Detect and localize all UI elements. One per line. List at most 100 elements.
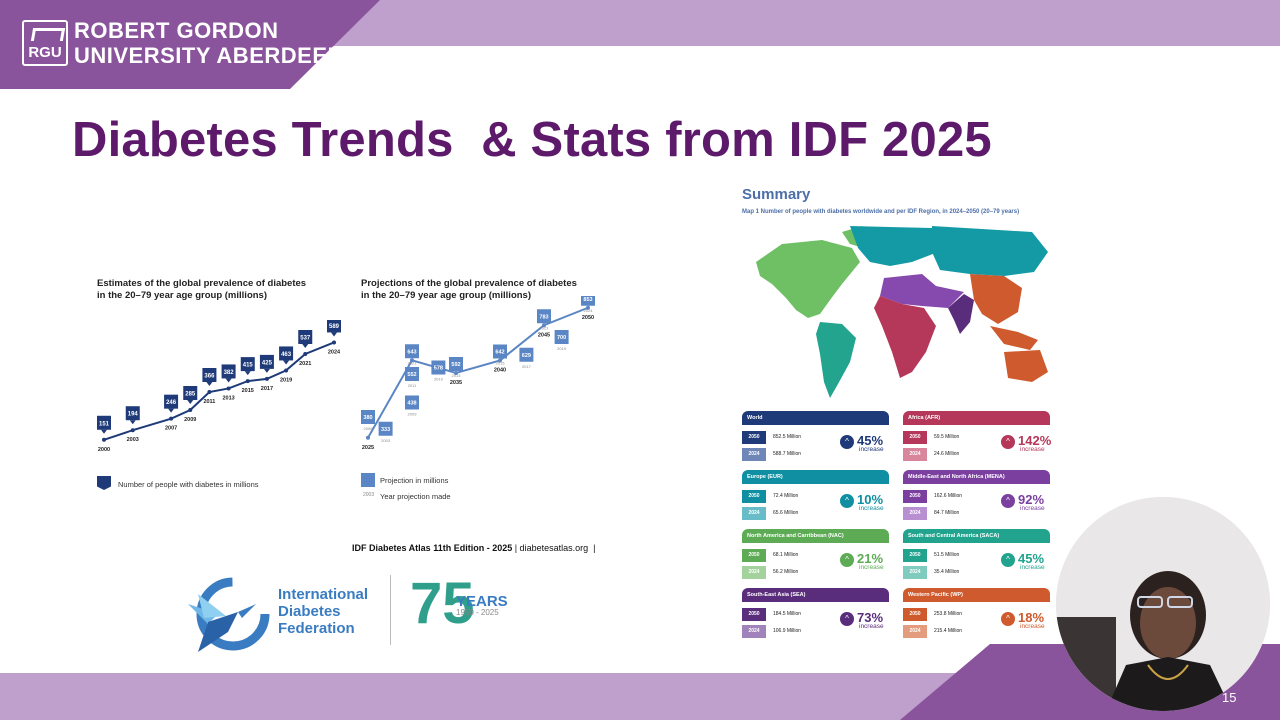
region-row-2050: 2050 68.1 Million xyxy=(742,549,798,562)
chart1-year-label: 2013 xyxy=(222,395,234,401)
university-name-line2: UNIVERSITY ABERDEEN xyxy=(74,43,344,68)
chart1-value-marker xyxy=(97,415,111,430)
chart1-year-label: 2021 xyxy=(299,361,311,367)
region-value: 588.7 Million xyxy=(773,451,802,457)
region-increase-label: increase xyxy=(859,505,884,512)
chart1-value-marker xyxy=(164,394,179,409)
rgu-logo-icon: RGU xyxy=(22,20,68,66)
region-row-2024: 2024 65.6 Million xyxy=(742,507,798,520)
presenter-silhouette-icon xyxy=(1056,497,1270,711)
chart1-value-label: 415 xyxy=(243,363,254,369)
chart1-value-label: 382 xyxy=(224,370,235,376)
chart2-title: Projections of the global prevalence of … xyxy=(361,278,577,302)
region-value: 56.2 Million xyxy=(773,569,799,575)
region-card-eur: Europe (EUR) 2050 72.4 Million 2024 65.6 M… xyxy=(742,470,889,534)
chart1-value-marker xyxy=(125,406,140,421)
region-year: 2024 xyxy=(903,507,927,520)
region-name: South-East Asia (SEA) xyxy=(742,588,889,602)
chart2-legend-year-sample: 2003 xyxy=(363,492,375,498)
region-row-2050: 2050 184.5 Million xyxy=(742,608,801,621)
chart2-series-line xyxy=(367,306,589,439)
region-value: 106.9 Million xyxy=(773,628,802,634)
region-year: 2050 xyxy=(903,608,927,621)
summary-title: Summary xyxy=(742,186,811,203)
region-percent: 45% xyxy=(1018,551,1045,566)
region-value: 24.6 Million xyxy=(934,451,960,457)
region-row-2024: 2024 84.7 Million xyxy=(903,507,959,520)
region-year: 2050 xyxy=(903,549,927,562)
chart2-projection-value: 642 xyxy=(495,350,504,356)
chart1-point xyxy=(264,376,269,381)
chart2-legend-year: Year projection made xyxy=(380,492,451,501)
chart2-projection-year-made: 2003 xyxy=(381,438,391,443)
source-citation: IDF Diabetes Atlas 11th Edition - 2025 |… xyxy=(352,543,595,553)
chart1-year-label: 2007 xyxy=(165,426,177,432)
region-name: Western Pacific (WP) xyxy=(903,588,1050,602)
chart2-projection-year-made: 2009 xyxy=(408,412,418,417)
chart1-value-pointer xyxy=(206,382,213,386)
chart2-projection-box xyxy=(431,360,446,375)
region-percent: 10% xyxy=(857,492,884,507)
region-year: 2024 xyxy=(903,625,927,638)
presenter-webcam-video[interactable] xyxy=(1056,497,1270,711)
region-row-2050: 2050 72.4 Million xyxy=(742,490,798,503)
chart2-projection-value: 552 xyxy=(407,372,416,378)
region-value: 51.5 Million xyxy=(934,552,960,558)
up-arrow-icon: ^ xyxy=(840,435,854,449)
chart2-projection-year-made: 2021 xyxy=(408,360,418,365)
chart1-title-line2: in the 20–79 year age group (millions) xyxy=(97,290,267,301)
region-value: 84.7 Million xyxy=(934,510,960,516)
chart1-point xyxy=(284,368,289,373)
chart1-title: Estimates of the global prevalence of di… xyxy=(97,278,306,302)
chart1-value-label: 151 xyxy=(99,421,110,427)
region-row-2024: 2024 106.9 Million xyxy=(742,625,801,638)
region-row-2024: 2024 215.4 Million xyxy=(903,625,962,638)
chart2-projection-value: 643 xyxy=(407,349,416,355)
chart2-projection-year-made: 2015 xyxy=(496,361,506,366)
region-row-2024: 2024 588.7 Million xyxy=(742,448,801,461)
chart2-projection-year-made: 2024 xyxy=(584,308,594,313)
chart1-value-label: 194 xyxy=(128,412,139,418)
region-value: 68.1 Million xyxy=(773,552,799,558)
chart2-projection-year-made: 2019 xyxy=(557,346,567,351)
chart1-point xyxy=(226,386,231,391)
chart2-projection-value: 853 xyxy=(583,297,592,303)
chart2-projection-box xyxy=(519,347,534,362)
chart1-value-marker xyxy=(298,330,313,344)
chart2-year-label: 2045 xyxy=(538,332,550,338)
chart1-value-pointer xyxy=(101,429,107,434)
region-name: North America and Carribbean (NAC) xyxy=(742,529,889,543)
chart2-projection-value: 380 xyxy=(363,415,372,421)
chart1-value-marker xyxy=(327,320,341,333)
chart1-point xyxy=(303,352,308,356)
university-name-line1: ROBERT GORDON xyxy=(74,18,279,43)
region-row-2050: 2050 59.5 Million xyxy=(903,431,959,444)
chart2-projection-box xyxy=(405,395,419,410)
chart1-point xyxy=(102,437,106,442)
chart1-point xyxy=(130,428,135,433)
chart2-year-label: 2025 xyxy=(362,445,374,451)
chart2-projection-year-made: 2013 xyxy=(452,373,462,378)
region-row-2050: 2050 162.6 Million xyxy=(903,490,962,503)
region-row-2050: 2050 852.5 Million xyxy=(742,431,801,444)
chart2-projection-box xyxy=(405,367,419,381)
chart2-title-line1: Projections of the global prevalence of … xyxy=(361,278,577,289)
region-percent: 142% xyxy=(1018,433,1052,448)
region-year: 2050 xyxy=(903,431,927,444)
chart2-projection-value: 578 xyxy=(434,366,443,372)
source-citation-edition: IDF Diabetes Atlas 11th Edition - 2025 xyxy=(352,543,513,553)
chart1-value-label: 589 xyxy=(329,324,340,330)
idf-name-line2: Diabetes xyxy=(278,603,341,620)
up-arrow-icon: ^ xyxy=(1001,612,1015,626)
region-value: 852.5 Million xyxy=(773,434,802,440)
chart2-projection-year-made: 2011 xyxy=(408,383,417,388)
region-row-2024: 2024 35.4 Million xyxy=(903,566,959,579)
region-card-world: World 2050 852.5 Million 2024 588.7 Millio… xyxy=(742,411,889,475)
anniversary-number: 75 xyxy=(410,571,475,636)
chart1-year-label: 2019 xyxy=(280,377,292,383)
up-arrow-icon: ^ xyxy=(840,612,854,626)
chart1-value-label: 537 xyxy=(300,336,311,342)
region-name: World xyxy=(742,411,889,425)
chart1-value-pointer xyxy=(129,420,136,425)
region-card-nac: North America and Carribbean (NAC) 2050 6… xyxy=(742,529,889,593)
